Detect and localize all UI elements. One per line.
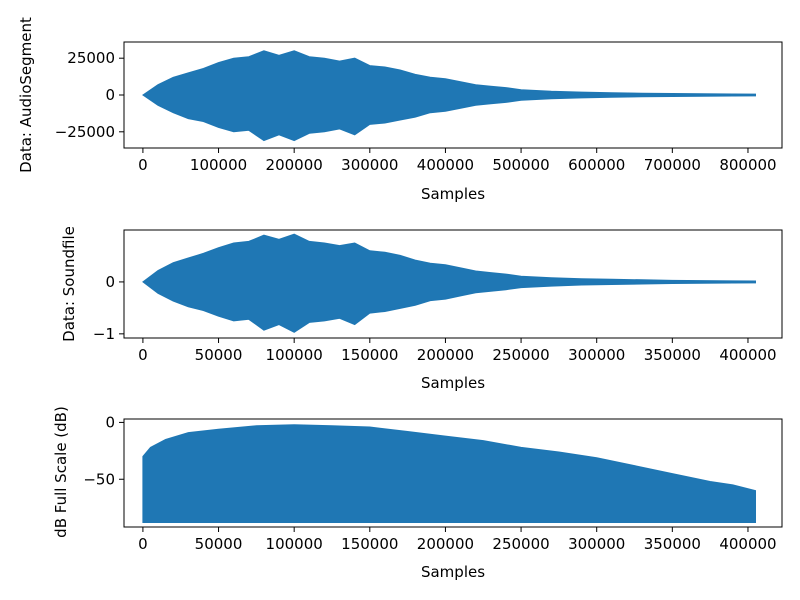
panel-soundfile-ylabel: Data: Soundfile bbox=[60, 226, 78, 342]
panel-dbfs-xtick-label: 200000 bbox=[417, 535, 474, 553]
panel-soundfile-xtick-label: 250000 bbox=[492, 346, 549, 364]
panel-audiosegment-ytick-label: −25000 bbox=[55, 123, 115, 141]
panel-audiosegment-xtick-label: 800000 bbox=[719, 156, 776, 174]
panel-soundfile: 0 50000 100000 150000 200000 250000 300000 3500… bbox=[60, 226, 783, 392]
panel-dbfs-yticks: 0 −50 bbox=[83, 413, 124, 488]
panel-dbfs-xticks: 0 50000 100000 150000 200000 250000 300000 3500… bbox=[138, 527, 777, 553]
panel-audiosegment-xtick-label: 400000 bbox=[417, 156, 474, 174]
panel-soundfile-ytick-label: −1 bbox=[93, 325, 115, 343]
panel-soundfile-xtick-label: 400000 bbox=[719, 346, 776, 364]
panel-audiosegment-xtick-label: 200000 bbox=[266, 156, 323, 174]
panel-soundfile-frame bbox=[123, 229, 783, 339]
panel-audiosegment-ytick-label: 25000 bbox=[67, 49, 115, 67]
panel-soundfile-ytick-label: 0 bbox=[105, 273, 115, 291]
panel-dbfs-ylabel: dB Full Scale (dB) bbox=[52, 406, 70, 538]
panel-audiosegment-ytick-label: 0 bbox=[105, 86, 115, 104]
panel-dbfs-xtick-label: 300000 bbox=[568, 535, 625, 553]
panel-audiosegment-xlabel: Samples bbox=[421, 185, 485, 203]
panel-soundfile-data bbox=[142, 233, 756, 333]
panel-soundfile-xtick-label: 0 bbox=[138, 346, 148, 364]
panel-dbfs: 0 50000 100000 150000 200000 250000 300000 3500… bbox=[52, 406, 783, 581]
panel-soundfile-xtick-label: 150000 bbox=[341, 346, 398, 364]
panel-dbfs-ytick-label: −50 bbox=[83, 470, 115, 488]
panel-audiosegment-yticks: 25000 0 −25000 bbox=[55, 49, 124, 141]
panel-dbfs-xtick-label: 50000 bbox=[195, 535, 243, 553]
panel-audiosegment-ylabel: Data: AudioSegment bbox=[17, 17, 35, 173]
panel-audiosegment-xtick-label: 100000 bbox=[190, 156, 247, 174]
panel-dbfs-frame bbox=[123, 418, 783, 528]
panel-audiosegment: 0 100000 200000 300000 400000 500000 600000 700… bbox=[17, 17, 783, 203]
panel-dbfs-ytick-label: 0 bbox=[105, 413, 115, 431]
panel-dbfs-series-0 bbox=[142, 424, 756, 523]
panel-dbfs-data bbox=[142, 424, 756, 523]
panel-soundfile-yticks: 0 −1 bbox=[93, 273, 124, 343]
panel-audiosegment-xtick-label: 600000 bbox=[568, 156, 625, 174]
panel-soundfile-xtick-label: 300000 bbox=[568, 346, 625, 364]
panel-soundfile-xtick-label: 50000 bbox=[195, 346, 243, 364]
panel-audiosegment-data bbox=[142, 50, 756, 142]
panel-dbfs-xtick-label: 150000 bbox=[341, 535, 398, 553]
panel-audiosegment-xtick-label: 700000 bbox=[644, 156, 701, 174]
panel-dbfs-xlabel: Samples bbox=[421, 563, 485, 581]
panel-audiosegment-xtick-label: 500000 bbox=[492, 156, 549, 174]
panel-soundfile-xtick-label: 100000 bbox=[266, 346, 323, 364]
panel-audiosegment-series-0 bbox=[142, 50, 756, 142]
panel-dbfs-xtick-label: 250000 bbox=[492, 535, 549, 553]
panel-audiosegment-xtick-label: 0 bbox=[138, 156, 148, 174]
panel-soundfile-series-0 bbox=[142, 233, 756, 333]
panel-audiosegment-xticks: 0 100000 200000 300000 400000 500000 600000 700… bbox=[138, 148, 777, 174]
panel-soundfile-xlabel: Samples bbox=[421, 374, 485, 392]
panel-soundfile-xtick-label: 200000 bbox=[417, 346, 474, 364]
panel-dbfs-xtick-label: 350000 bbox=[644, 535, 701, 553]
panel-dbfs-xtick-label: 0 bbox=[138, 535, 148, 553]
panel-soundfile-xtick-label: 350000 bbox=[644, 346, 701, 364]
panel-audiosegment-xtick-label: 300000 bbox=[341, 156, 398, 174]
panel-soundfile-xticks: 0 50000 100000 150000 200000 250000 300000 3500… bbox=[138, 338, 777, 364]
panel-dbfs-xtick-label: 400000 bbox=[719, 535, 776, 553]
panel-dbfs-xtick-label: 100000 bbox=[266, 535, 323, 553]
